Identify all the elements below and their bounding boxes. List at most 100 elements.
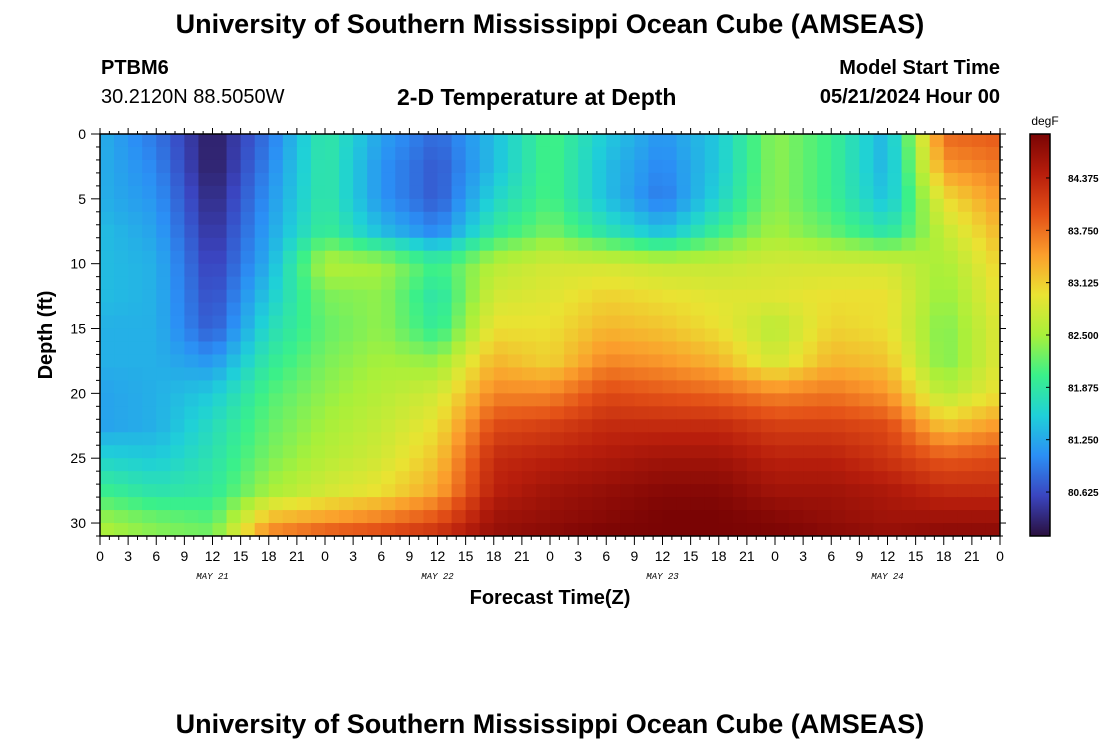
heatmap-cell (507, 523, 523, 536)
heatmap-cell (718, 497, 734, 511)
heatmap-cell (156, 510, 171, 524)
heatmap-cell (521, 185, 537, 200)
heatmap-cell (662, 134, 678, 148)
heatmap-cell (240, 406, 256, 420)
heatmap-cell (198, 315, 214, 330)
heatmap-cell (226, 159, 242, 174)
heatmap-cell (746, 523, 762, 536)
heatmap-cell (409, 367, 425, 381)
heatmap-cell (325, 198, 340, 213)
heatmap-cell (690, 224, 706, 239)
heatmap-cell (282, 510, 298, 524)
heatmap-cell (310, 315, 326, 330)
heatmap-cell (592, 263, 607, 278)
heatmap-cell (423, 341, 439, 356)
heatmap-cell (156, 445, 171, 459)
heatmap-cell (381, 172, 396, 187)
heatmap-cell (648, 419, 664, 433)
heatmap-cell (423, 276, 439, 291)
heatmap-cell (690, 523, 706, 536)
heatmap-cell (873, 250, 889, 265)
heatmap-cell (592, 224, 607, 239)
heatmap-cell (859, 302, 875, 317)
heatmap-cell (971, 484, 987, 498)
heatmap-cell (240, 289, 256, 304)
heatmap-cell (957, 523, 973, 536)
heatmap-cell (212, 172, 228, 187)
heatmap-cell (718, 146, 734, 161)
heatmap-cell (929, 276, 945, 291)
heatmap-cell (887, 250, 903, 265)
heatmap-cell (803, 328, 818, 343)
heatmap-cell (268, 458, 284, 472)
heatmap-cell (831, 419, 846, 433)
heatmap-cell (184, 224, 200, 239)
heatmap-cell (493, 510, 509, 524)
heatmap-cell (353, 380, 368, 394)
heatmap-cell (535, 250, 551, 265)
heatmap-cell (409, 341, 425, 356)
heatmap-cell (142, 393, 157, 407)
heatmap-cell (676, 484, 692, 498)
heatmap-cell (676, 198, 692, 213)
heatmap-cell (746, 419, 762, 433)
heatmap-cell (592, 289, 607, 304)
heatmap-cell (859, 497, 875, 511)
heatmap-cell (479, 380, 495, 394)
heatmap-cell (803, 523, 818, 536)
heatmap-cell (240, 419, 256, 433)
heatmap-cell (381, 289, 396, 304)
heatmap-cell (915, 497, 931, 511)
heatmap-cell (746, 159, 762, 174)
heatmap-cell (676, 458, 692, 472)
heatmap-cell (915, 341, 931, 356)
heatmap-cell (789, 328, 804, 343)
heatmap-cell (198, 302, 214, 317)
heatmap-cell (564, 211, 579, 226)
heatmap-cell (817, 419, 832, 433)
heatmap-cell (634, 393, 650, 407)
heatmap-cell (114, 302, 129, 317)
heatmap-cell (676, 471, 692, 485)
heatmap-cell (114, 328, 129, 343)
heatmap-cell (929, 263, 945, 278)
heatmap-cell (943, 367, 959, 381)
heatmap-cell (887, 185, 903, 200)
heatmap-cell (226, 380, 242, 394)
heatmap-cell (971, 302, 987, 317)
heatmap-cell (760, 393, 776, 407)
y-tick-label: 5 (78, 191, 86, 207)
heatmap-cell (465, 419, 481, 433)
heatmap-cell (789, 432, 804, 446)
heatmap-cell (296, 380, 312, 394)
heatmap-cell (325, 419, 340, 433)
heatmap-cell (437, 458, 453, 472)
heatmap-cell (789, 419, 804, 433)
heatmap-cell (592, 146, 607, 161)
heatmap-cell (507, 497, 523, 511)
heatmap-cell (381, 484, 396, 498)
heatmap-cell (353, 341, 368, 356)
heatmap-cell (479, 315, 495, 330)
heatmap-cell (296, 211, 312, 226)
heatmap-cell (395, 432, 410, 446)
heatmap-cell (240, 341, 256, 356)
heatmap-cell (212, 445, 228, 459)
heatmap-cell (268, 263, 284, 278)
heatmap-cell (943, 341, 959, 356)
heatmap-cell (493, 276, 509, 291)
heatmap-cell (887, 471, 903, 485)
x-tick-label: 6 (377, 548, 385, 564)
heatmap-cell (943, 289, 959, 304)
heatmap-cell (578, 146, 593, 161)
heatmap-cell (803, 393, 818, 407)
heatmap-cell (339, 419, 354, 433)
heatmap-cell (451, 159, 467, 174)
heatmap-cell (732, 510, 748, 524)
heatmap-cell (845, 393, 860, 407)
heatmap-cell (564, 289, 579, 304)
heatmap-cell (760, 367, 776, 381)
heatmap-cell (901, 445, 917, 459)
heatmap-cell (268, 276, 284, 291)
heatmap-cell (915, 211, 931, 226)
